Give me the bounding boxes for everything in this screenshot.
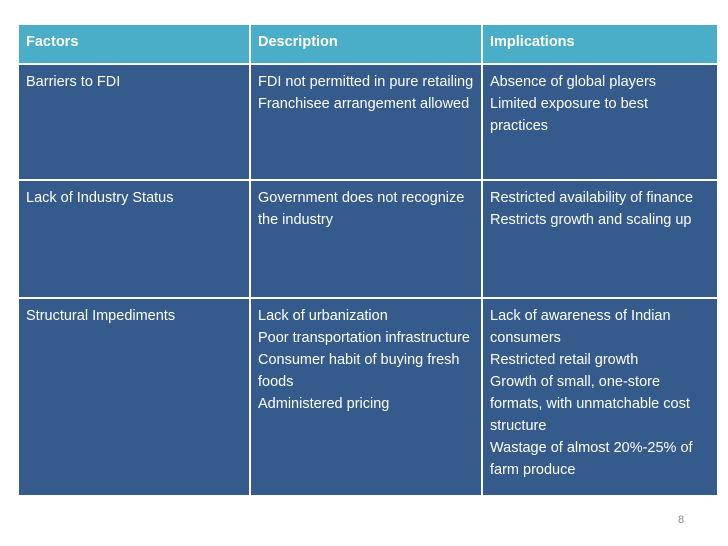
header-factors: Factors [17, 23, 251, 65]
header-description: Description [249, 23, 483, 65]
header-implications: Implications [481, 23, 719, 65]
table-row: Barriers to FDI FDI not permitted in pur… [17, 63, 719, 181]
cell-description: FDI not permitted in pure retailing Fran… [249, 63, 483, 181]
factors-table: Factors Description Implications Barrier… [17, 23, 719, 497]
cell-description: Lack of urbanization Poor transportation… [249, 297, 483, 497]
cell-factor: Lack of Industry Status [17, 179, 251, 299]
cell-implications: Lack of awareness of Indian consumers Re… [481, 297, 719, 497]
page-number: 8 [678, 514, 685, 526]
table-row: Lack of Industry Status Government does … [17, 179, 719, 299]
cell-description: Government does not recognize the indust… [249, 179, 483, 299]
cell-implications: Absence of global players Limited exposu… [481, 63, 719, 181]
cell-implications: Restricted availability of finance Restr… [481, 179, 719, 299]
table-row: Structural Impediments Lack of urbanizat… [17, 297, 719, 497]
cell-factor: Barriers to FDI [17, 63, 251, 181]
table-header-row: Factors Description Implications [17, 23, 719, 65]
cell-factor: Structural Impediments [17, 297, 251, 497]
